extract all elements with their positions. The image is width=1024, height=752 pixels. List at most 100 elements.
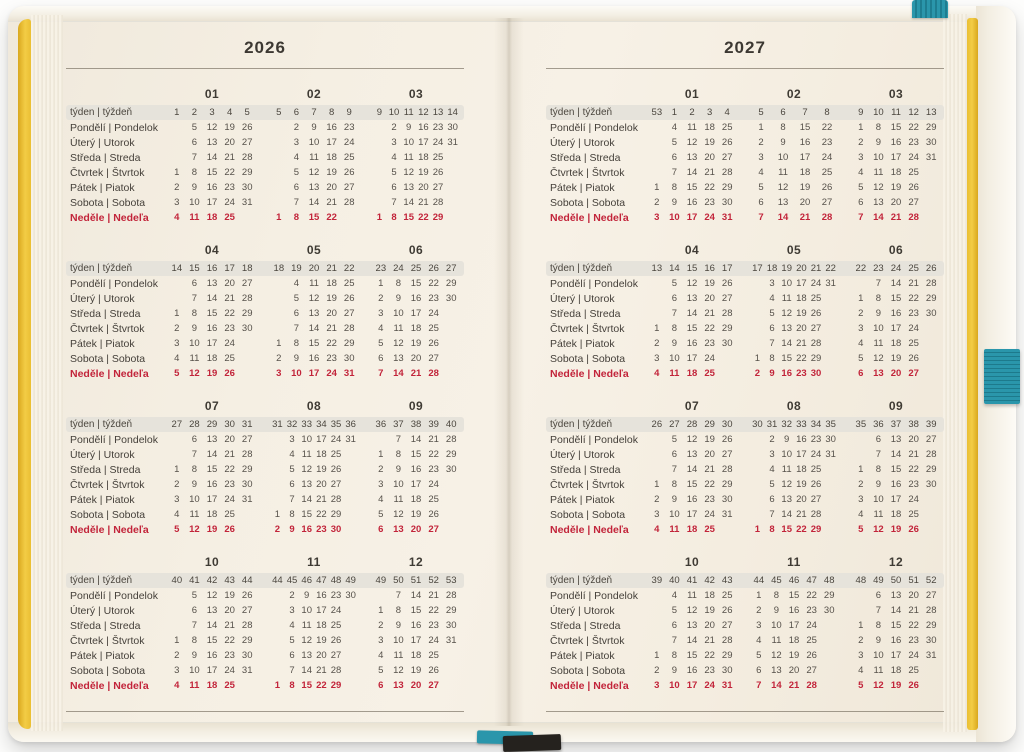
day-number-cell: 20: [704, 620, 715, 631]
week-number-cell: 13: [925, 107, 937, 118]
day-number-cell: 12: [686, 137, 698, 148]
month-group: 5 12 19 26: [168, 368, 256, 379]
month-group: 1 8 15 22 29: [750, 524, 838, 535]
book-top-edge: [8, 6, 1016, 22]
sunday-row: Neděle | Nedeľa 4 11 18 25 1 8 15 22 1 8 15 22 29: [66, 210, 464, 225]
day-number-cell: 9: [875, 137, 882, 148]
day-number-cell: 30: [343, 353, 355, 364]
day-number-cell: 3: [289, 605, 295, 616]
day-number-cell: 16: [410, 293, 422, 304]
month-group: 4 11 18 25: [270, 620, 358, 631]
month-number: 10: [684, 555, 700, 569]
day-row: Pondělí | Pondelok 4 11 18 25 1 8 15 22 1 8 15 22 29: [546, 120, 944, 135]
week-number-cell: 11: [403, 107, 414, 118]
day-row: Čtvrtek | Štvrtok 1 8 15 22 29 5 12 19 26 2 9 16 23 30: [546, 477, 944, 492]
day-number-cell: [442, 368, 460, 379]
day-number-cell: [922, 494, 940, 505]
month-group: 2 9 16 23: [270, 122, 358, 133]
month-group: 14 15 16 17 18: [168, 263, 256, 274]
week-number-cell: 33: [301, 419, 312, 430]
month-group: 2 9 16 23 30: [750, 434, 838, 445]
day-number-cell: 1: [654, 182, 660, 193]
month-group: 6 13 20 27: [168, 434, 256, 445]
day-number-cell: 1: [858, 464, 864, 475]
month-number: 09: [888, 399, 904, 413]
day-number-cell: 3: [756, 620, 762, 631]
day-label: Sobota | Sobota: [70, 664, 146, 677]
month-group: 7 14 21 28: [270, 323, 358, 334]
day-number-cell: 21: [908, 449, 919, 460]
month-group: 7 14 21 28: [750, 509, 838, 520]
week-number-cell: 7: [311, 107, 317, 118]
month-group: 5 12 19 26: [750, 479, 838, 490]
month-header-row: 07 08 09: [66, 393, 464, 413]
week-header-label: týden | týždeň: [70, 107, 133, 118]
day-number-cell: 18: [206, 680, 218, 691]
day-number-cell: 27: [330, 650, 342, 661]
day-number-cell: 15: [403, 212, 414, 223]
week-number-cell: 16: [704, 263, 715, 274]
day-number-cell: 1: [276, 338, 282, 349]
month-group: 1 8 15 22 29: [270, 338, 358, 349]
day-number-cell: [343, 524, 358, 535]
day-number-cell: [372, 434, 390, 445]
day-number-cell: 27: [721, 449, 733, 460]
month-group: 1 8 15 22: [750, 122, 838, 133]
week-number-cell: 20: [308, 263, 320, 274]
day-label: Sobota | Sobota: [550, 352, 626, 365]
day-number-cell: 9: [293, 353, 300, 364]
day-number-cell: [270, 620, 285, 631]
day-number-cell: [270, 665, 285, 676]
day-number-cell: 1: [378, 278, 384, 289]
day-number-cell: 6: [875, 434, 882, 445]
day-number-cell: [445, 212, 460, 223]
day-number-cell: 19: [410, 338, 422, 349]
week-number-cell: 27: [171, 419, 183, 430]
day-number-cell: 24: [428, 308, 439, 319]
month-group: 12: [852, 555, 940, 569]
day-number-cell: 20: [326, 308, 337, 319]
month-group: 2 9 16 23 30: [168, 650, 256, 661]
divider-line: [546, 711, 944, 712]
day-number-cell: 26: [432, 167, 444, 178]
day-number-cell: [823, 509, 838, 520]
day-number-cell: 6: [293, 182, 300, 193]
day-row: Pondělí | Pondelok 6 13 20 27 3 10 17 24 31 7 14 21 2…: [66, 432, 464, 447]
day-number-cell: 28: [432, 197, 444, 208]
day-number-cell: 22: [224, 635, 235, 646]
month-group: 7 14 21 28: [372, 434, 460, 445]
day-number-cell: 27: [428, 524, 439, 535]
day-number-cell: 20: [410, 524, 422, 535]
day-number-cell: 7: [758, 212, 764, 223]
day-number-cell: 14: [308, 323, 320, 334]
quarter-block: 01 02 03 týden | týždeň 53 1 2 3 4 5 6 7 8 9 10 11 12 13 P…: [546, 81, 944, 225]
month-group: 3 10 17 24: [168, 338, 256, 349]
day-number-cell: 9: [191, 323, 198, 334]
day-number-cell: 1: [858, 620, 864, 631]
day-number-cell: 17: [316, 434, 327, 445]
day-number-cell: 15: [781, 524, 792, 535]
day-number-cell: [270, 167, 288, 178]
day-number-cell: 13: [873, 197, 884, 208]
week-number-row: týden | týždeň 13 14 15 16 17 17 18 19 20 21 22 22 23…: [546, 261, 944, 276]
month-number: 06: [408, 243, 424, 257]
day-label: Pátek | Piatok: [550, 649, 615, 662]
day-number-cell: 9: [773, 605, 780, 616]
month-group: 13 14 15 16 17: [648, 263, 736, 274]
day-number-cell: 8: [875, 464, 882, 475]
month-group: 4 11 18 25: [372, 323, 460, 334]
day-number-cell: 16: [206, 323, 218, 334]
day-number-cell: 26: [224, 368, 235, 379]
week-number-cell: 42: [704, 575, 715, 586]
month-group: 3 10 17 24 31: [648, 509, 736, 520]
day-number-cell: 13: [890, 590, 902, 601]
week-number-cell: 51: [908, 575, 919, 586]
month-header-row: 10 11 12: [546, 549, 944, 569]
day-number-cell: [922, 680, 940, 691]
day-number-cell: 2: [274, 524, 281, 535]
month-group: 6 13 20 27: [852, 368, 940, 379]
day-number-cell: 27: [432, 182, 444, 193]
day-number-cell: 3: [174, 494, 180, 505]
day-number-cell: 22: [224, 167, 235, 178]
day-number-cell: 14: [301, 665, 312, 676]
